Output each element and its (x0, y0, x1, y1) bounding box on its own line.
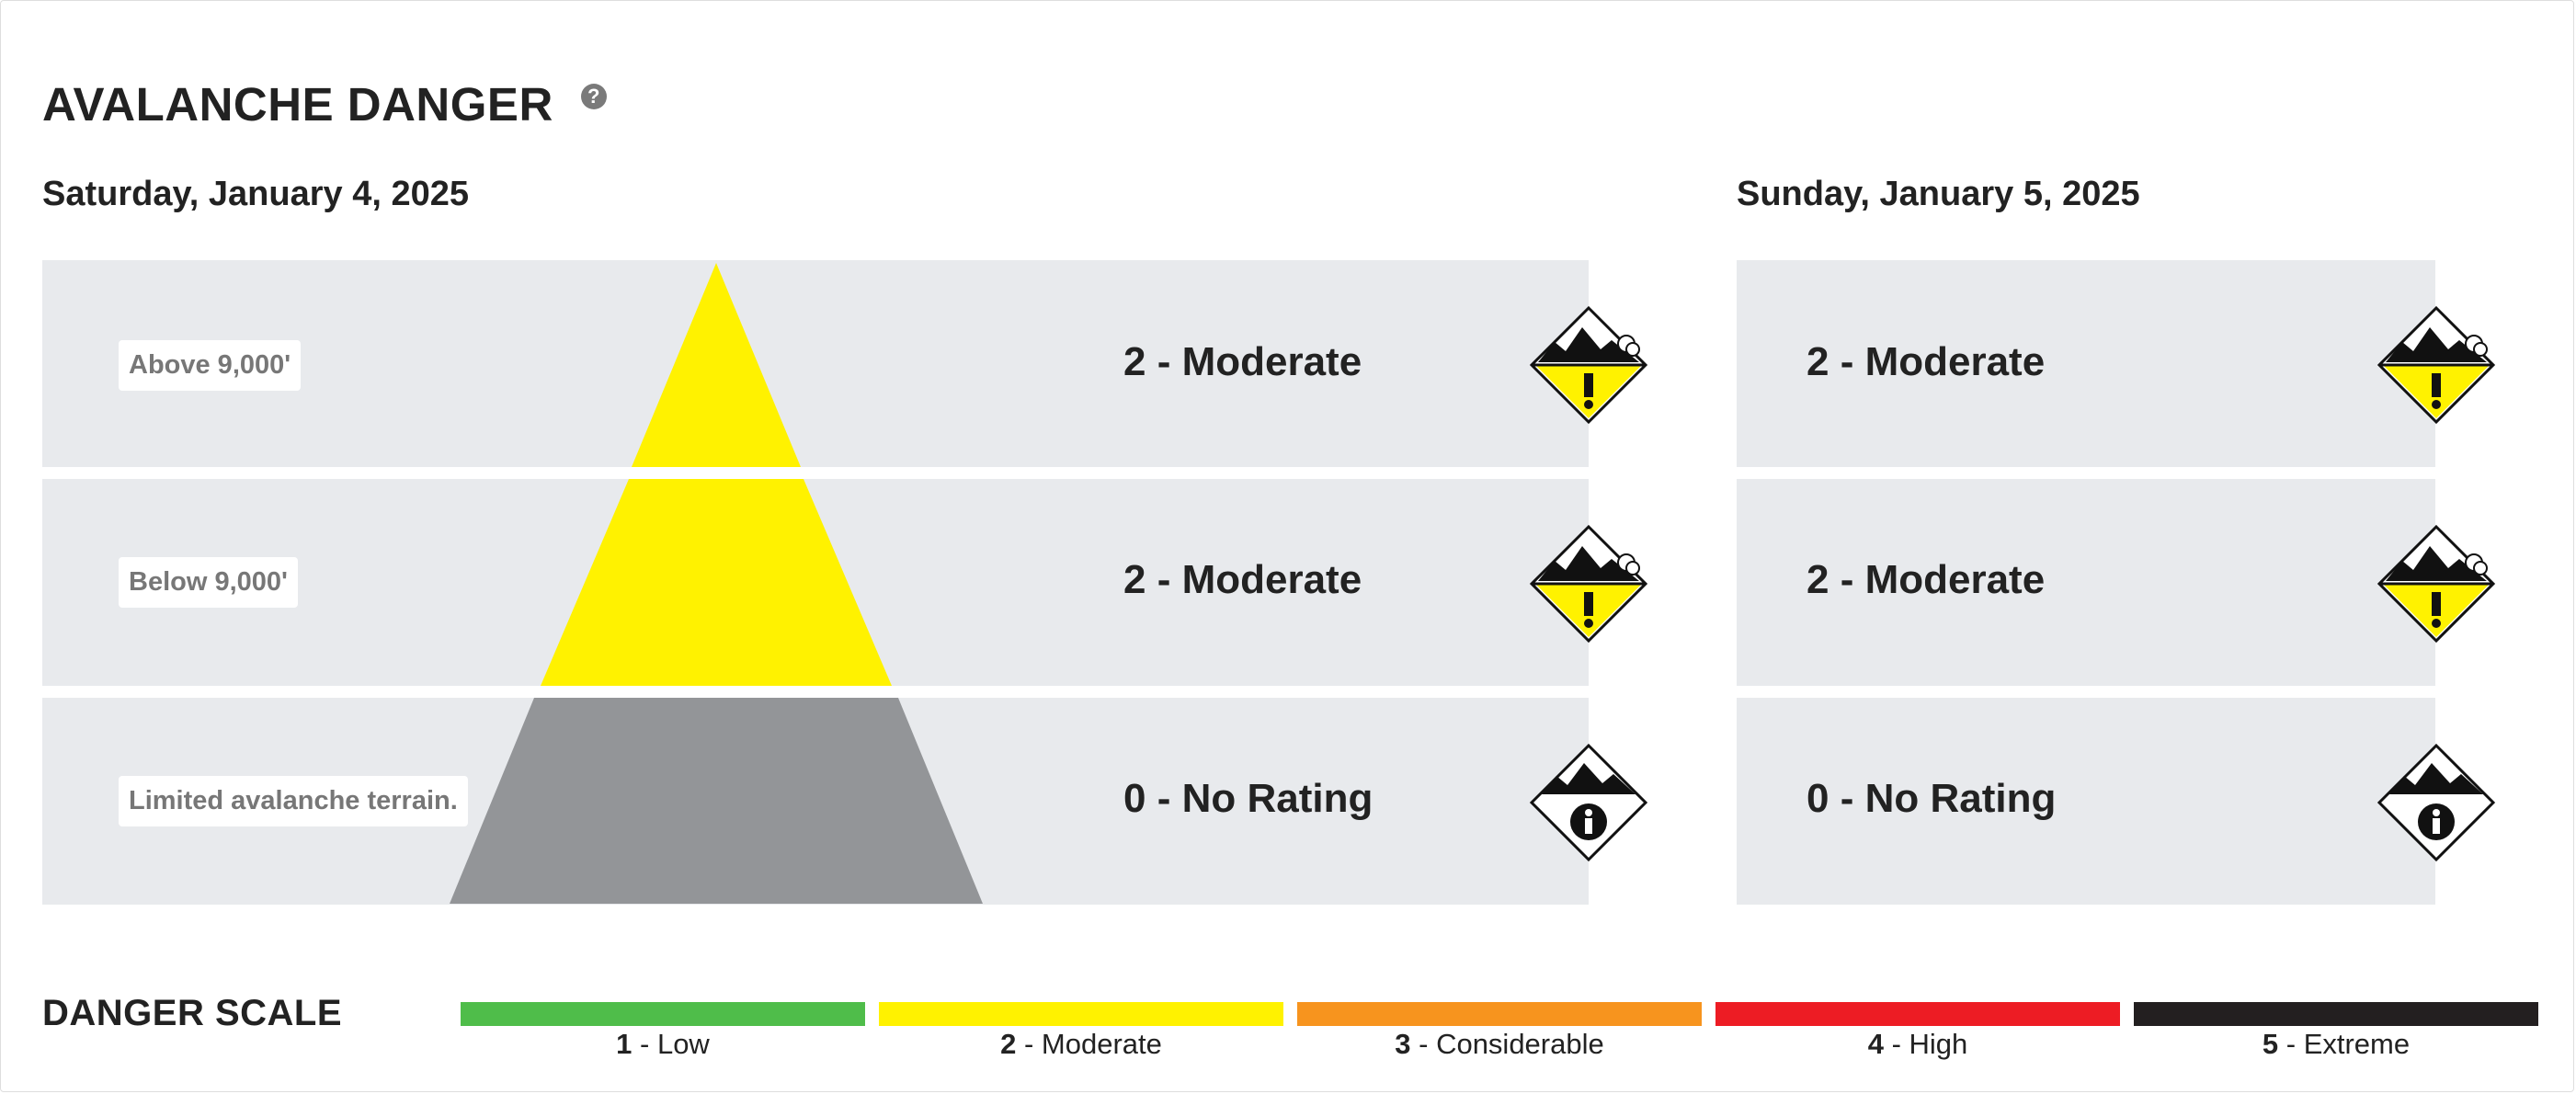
danger-moderate-icon (2377, 305, 2496, 425)
day2-row-middle: 2 - Moderate (1737, 479, 2435, 686)
day1-row-lower: Limited avalanche terrain. 0 - No Rating (42, 698, 1589, 905)
scale-bar-moderate (879, 1002, 1283, 1026)
scale-label-high: 4 - High (1867, 1028, 1968, 1060)
danger-moderate-icon (1529, 524, 1648, 644)
scale-bar-high (1715, 1002, 2120, 1026)
danger-rating: 2 - Moderate (1123, 339, 1362, 384)
scale-label-considerable: 3 - Considerable (1395, 1028, 1604, 1060)
scale-label-low: 1 - Low (616, 1028, 710, 1060)
page-title: AVALANCHE DANGER (42, 77, 553, 131)
day2-row-lower: 0 - No Rating (1737, 698, 2435, 905)
scale-bar-extreme (2134, 1002, 2538, 1026)
scale-label-extreme: 5 - Extreme (2262, 1028, 2411, 1060)
scale-label-moderate: 2 - Moderate (1000, 1028, 1162, 1060)
danger-rating: 2 - Moderate (1123, 557, 1362, 602)
scale-bar-low (461, 1002, 865, 1026)
danger-rating: 0 - No Rating (1123, 776, 1373, 821)
danger-moderate-icon (1529, 305, 1648, 425)
scale-bar-considerable (1297, 1002, 1702, 1026)
help-icon[interactable]: ? (580, 84, 607, 109)
danger-rating: 2 - Moderate (1807, 339, 2046, 384)
day1-row-middle: Below 9,000' 2 - Moderate (42, 479, 1589, 686)
elevation-label: Above 9,000' (119, 340, 302, 391)
day1-row-upper: Above 9,000' 2 - Moderate (42, 260, 1589, 467)
day1-date: Saturday, January 4, 2025 (42, 175, 469, 213)
danger-rating: 0 - No Rating (1807, 776, 2057, 821)
day2-date: Sunday, January 5, 2025 (1737, 175, 2140, 213)
danger-rating: 2 - Moderate (1807, 557, 2046, 602)
no-rating-info-icon (1529, 743, 1648, 862)
danger-moderate-icon (2377, 524, 2496, 644)
day2-row-upper: 2 - Moderate (1737, 260, 2435, 467)
elevation-label: Below 9,000' (119, 557, 298, 608)
title-row: AVALANCHE DANGER ? (42, 74, 607, 134)
danger-scale-title: DANGER SCALE (42, 993, 343, 1033)
no-rating-info-icon (2377, 743, 2496, 862)
elevation-label: Limited avalanche terrain. (119, 776, 468, 826)
